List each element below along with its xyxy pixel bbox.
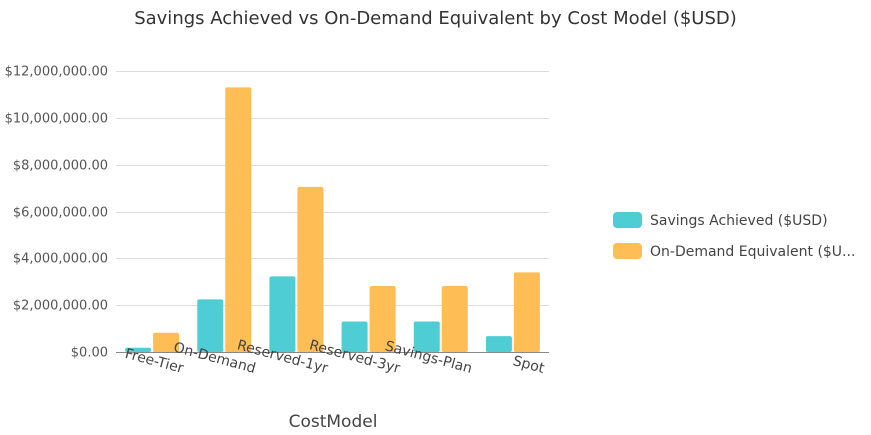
bar-savings-reserved-3yr[interactable] (341, 321, 368, 352)
x-axis-title: CostModel (289, 412, 378, 432)
bar-on-demand-equivalent-on-demand[interactable] (225, 87, 252, 353)
bar-savings-spot[interactable] (485, 336, 512, 352)
x-tick-label: Spot (511, 353, 546, 377)
bar-savings-reserved-1yr[interactable] (269, 276, 296, 352)
bar-savings-on-demand[interactable] (197, 299, 224, 352)
x-axis-tick-labels: Free-TierOn-DemandReserved-1yrReserved-3… (123, 337, 546, 377)
y-tick-label: $8,000,000.00 (13, 159, 108, 174)
legend-swatch (613, 212, 642, 228)
y-tick-label: $10,000,000.00 (5, 112, 108, 127)
y-tick-label: $4,000,000.00 (13, 252, 108, 267)
legend: Savings Achieved ($USD) On-Demand Equival… (613, 212, 855, 260)
legend-label[interactable]: Savings Achieved ($USD) (650, 213, 828, 229)
bar-savings-savings-plan[interactable] (413, 321, 440, 352)
bar-on-demand-equivalent-spot[interactable] (513, 272, 540, 352)
legend-swatch (613, 243, 642, 259)
bar-on-demand-equivalent-free-tier[interactable] (153, 332, 180, 352)
y-axis-tick-labels: $0.00 $2,000,000.00 $4,000,000.00 $6,000,00… (5, 65, 108, 361)
bars (125, 87, 540, 353)
y-tick-label: $2,000,000.00 (13, 299, 108, 314)
y-tick-label: $6,000,000.00 (13, 206, 108, 221)
chart-title: Savings Achieved vs On-Demand Equivalent… (134, 8, 737, 29)
bar-on-demand-equivalent-reserved-1yr[interactable] (297, 186, 324, 352)
y-tick-label: $12,000,000.00 (5, 65, 108, 80)
y-tick-label: $0.00 (71, 346, 108, 361)
legend-label[interactable]: On-Demand Equivalent ($U... (650, 244, 855, 260)
bar-savings-free-tier[interactable] (125, 347, 152, 352)
gridlines (116, 71, 549, 306)
bar-on-demand-equivalent-savings-plan[interactable] (441, 285, 468, 352)
bar-on-demand-equivalent-reserved-3yr[interactable] (369, 285, 396, 352)
